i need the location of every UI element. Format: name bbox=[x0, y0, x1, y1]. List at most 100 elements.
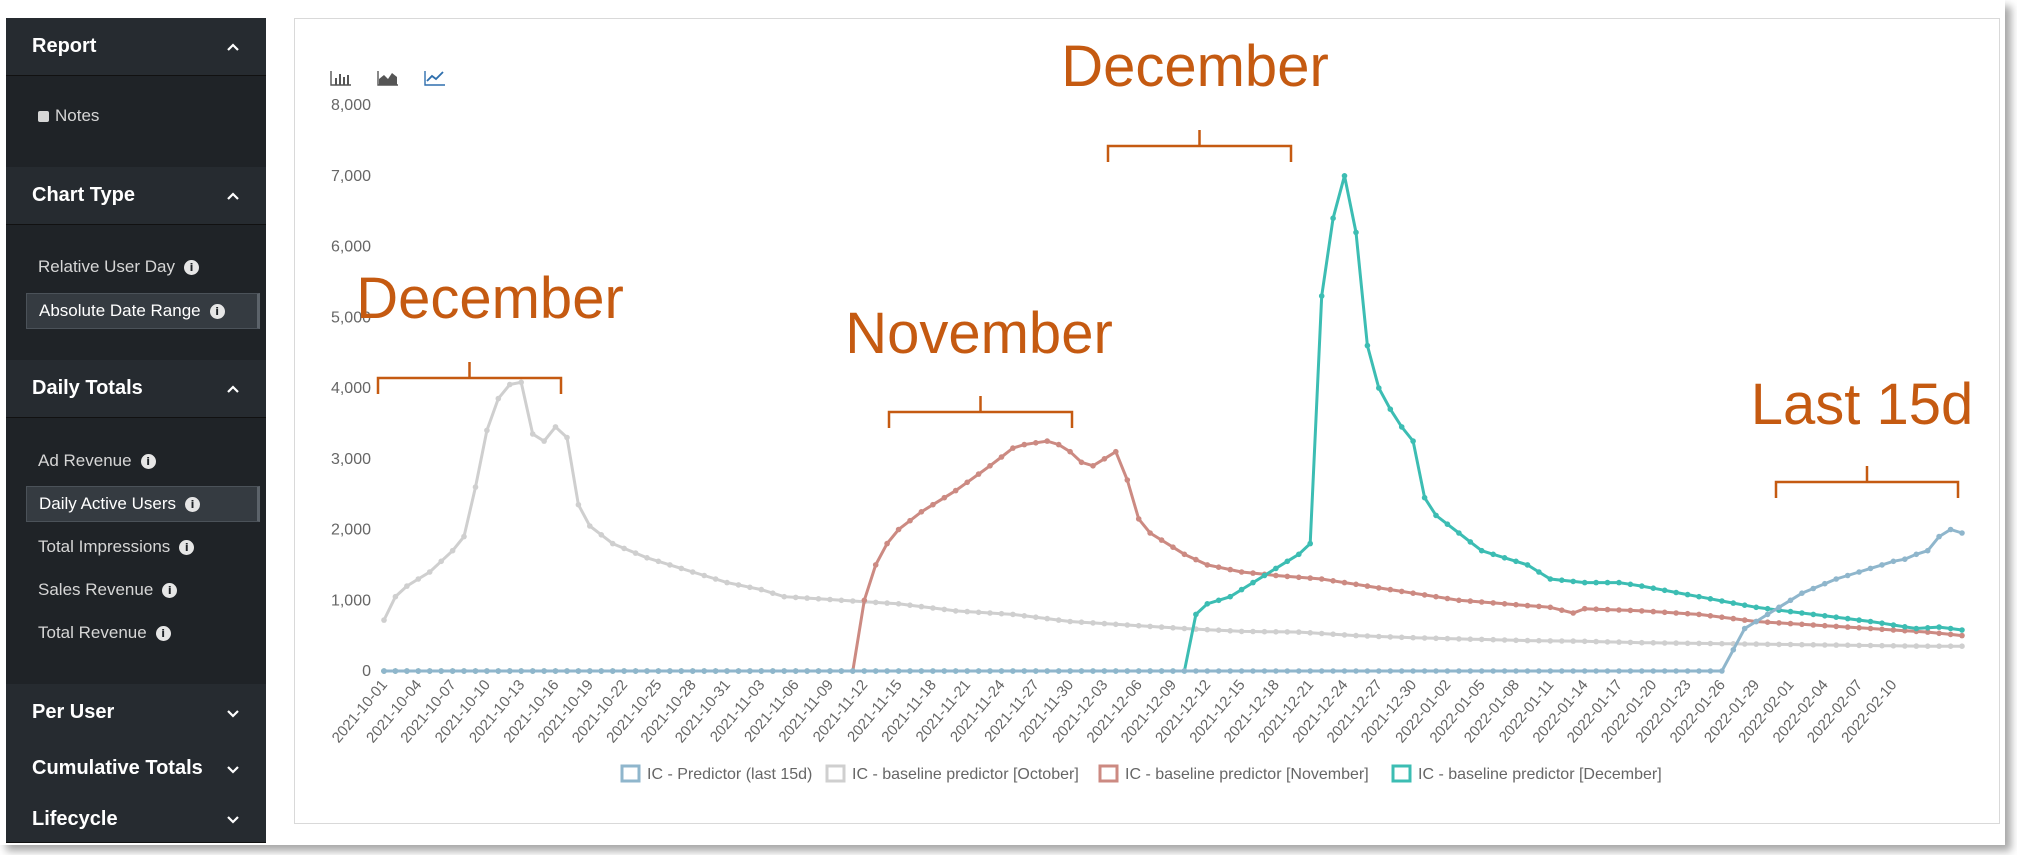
data-point bbox=[1833, 642, 1839, 648]
data-point bbox=[1147, 530, 1153, 536]
data-point bbox=[1753, 641, 1759, 647]
sidebar-item-label: Notes bbox=[55, 106, 100, 125]
data-point bbox=[564, 668, 570, 674]
sidebar-item-label: Ad Revenue bbox=[38, 451, 132, 470]
data-point bbox=[1810, 622, 1817, 628]
sidebar-item-ad-revenue[interactable]: Ad Revenue i bbox=[26, 443, 260, 479]
data-point bbox=[1936, 624, 1942, 630]
data-point bbox=[415, 668, 422, 674]
data-point bbox=[1524, 668, 1531, 674]
data-point bbox=[1604, 668, 1611, 674]
chevron-down-icon bbox=[227, 816, 239, 824]
data-point bbox=[1273, 572, 1279, 579]
sidebar-item-relative-user-day[interactable]: Relative User Day i bbox=[26, 249, 260, 285]
data-point bbox=[1421, 494, 1428, 501]
data-point bbox=[1376, 633, 1382, 640]
data-point bbox=[1113, 448, 1119, 455]
data-point bbox=[1387, 406, 1394, 413]
data-point bbox=[1158, 537, 1165, 543]
legend-swatch bbox=[825, 764, 846, 783]
data-point bbox=[850, 668, 856, 674]
data-point bbox=[1833, 576, 1839, 582]
y-axis-ticks: 0 1,000 2,000 3,000 4,000 5,000 6,000 7,000 8,00… bbox=[331, 97, 371, 680]
section-report-header[interactable]: Report bbox=[6, 18, 266, 76]
data-point bbox=[609, 668, 616, 674]
info-icon[interactable]: i bbox=[162, 582, 178, 598]
data-point bbox=[1456, 530, 1462, 536]
info-icon[interactable]: i bbox=[179, 539, 195, 555]
data-point bbox=[1227, 593, 1233, 600]
chevron-up-icon bbox=[227, 384, 239, 393]
data-point bbox=[529, 431, 536, 437]
sidebar-item-notes[interactable]: Notes bbox=[26, 98, 260, 134]
data-point bbox=[1478, 668, 1485, 674]
area-chart-icon[interactable] bbox=[377, 69, 399, 87]
data-point bbox=[1033, 440, 1039, 446]
info-icon[interactable]: i bbox=[184, 259, 199, 275]
data-point bbox=[1341, 668, 1348, 674]
data-point bbox=[1844, 642, 1851, 648]
section-cumulative-totals-header[interactable]: Cumulative Totals bbox=[6, 740, 266, 798]
data-point bbox=[1696, 668, 1702, 674]
data-point bbox=[1959, 632, 1965, 639]
data-point bbox=[1307, 540, 1313, 547]
data-point bbox=[1410, 634, 1416, 641]
data-point bbox=[804, 595, 810, 601]
data-point bbox=[838, 668, 845, 674]
sidebar-item-total-impressions[interactable]: Total Impressions i bbox=[26, 529, 260, 565]
data-point bbox=[1318, 576, 1325, 582]
data-point bbox=[1616, 607, 1622, 613]
data-point bbox=[1398, 424, 1405, 430]
sidebar-item-total-revenue[interactable]: Total Revenue i bbox=[26, 615, 260, 651]
info-icon[interactable]: i bbox=[209, 303, 225, 319]
sidebar-item-daily-active-users[interactable]: Daily Active Users i bbox=[26, 486, 260, 522]
info-icon[interactable]: i bbox=[155, 625, 171, 641]
info-icon[interactable]: i bbox=[184, 496, 200, 512]
bar-chart-icon[interactable] bbox=[330, 69, 352, 87]
sidebar-item-label: Total Revenue bbox=[38, 623, 147, 642]
data-point bbox=[1947, 625, 1954, 632]
data-point bbox=[895, 601, 902, 607]
sidebar-item-sales-revenue[interactable]: Sales Revenue i bbox=[26, 572, 260, 608]
data-point bbox=[1707, 668, 1714, 674]
data-point bbox=[1467, 539, 1474, 545]
data-point bbox=[884, 540, 890, 547]
sidebar-item-absolute-date-range[interactable]: Absolute Date Range i bbox=[26, 293, 260, 329]
info-icon[interactable]: i bbox=[140, 453, 156, 469]
series-group bbox=[381, 526, 1965, 674]
data-point bbox=[1227, 628, 1233, 634]
data-point bbox=[1559, 577, 1565, 583]
legend[interactable]: IC - Predictor (last 15d) IC - baseline p… bbox=[620, 764, 1662, 783]
line-chart-icon[interactable] bbox=[424, 69, 446, 87]
data-point bbox=[1433, 635, 1439, 642]
data-point bbox=[907, 602, 913, 608]
data-point bbox=[1467, 668, 1474, 674]
data-point bbox=[1684, 610, 1691, 617]
data-point bbox=[1684, 591, 1691, 598]
data-point bbox=[1719, 598, 1725, 604]
data-point bbox=[667, 668, 673, 674]
section-per-user-header[interactable]: Per User bbox=[6, 684, 266, 742]
data-point bbox=[1318, 630, 1325, 637]
section-lifecycle-header[interactable]: Lifecycle bbox=[6, 796, 266, 843]
data-point bbox=[1867, 565, 1874, 572]
data-point bbox=[1010, 445, 1016, 451]
section-title: Chart Type bbox=[32, 184, 135, 206]
data-point bbox=[587, 668, 593, 674]
note-icon bbox=[38, 110, 49, 122]
data-point bbox=[1547, 576, 1554, 582]
data-point bbox=[1776, 620, 1782, 626]
data-point bbox=[941, 494, 948, 501]
data-point bbox=[1067, 668, 1073, 674]
data-point bbox=[1902, 556, 1908, 562]
data-point bbox=[1753, 618, 1759, 625]
chevron-down-icon bbox=[227, 765, 239, 774]
data-point bbox=[1741, 625, 1748, 632]
section-title: Lifecycle bbox=[32, 807, 118, 830]
data-point bbox=[1867, 618, 1874, 625]
section-chart-type-header[interactable]: Chart Type bbox=[6, 167, 266, 225]
data-point bbox=[907, 517, 913, 524]
section-daily-totals-header[interactable]: Daily Totals bbox=[6, 360, 266, 418]
data-point bbox=[1879, 562, 1885, 568]
data-point bbox=[1959, 627, 1965, 633]
